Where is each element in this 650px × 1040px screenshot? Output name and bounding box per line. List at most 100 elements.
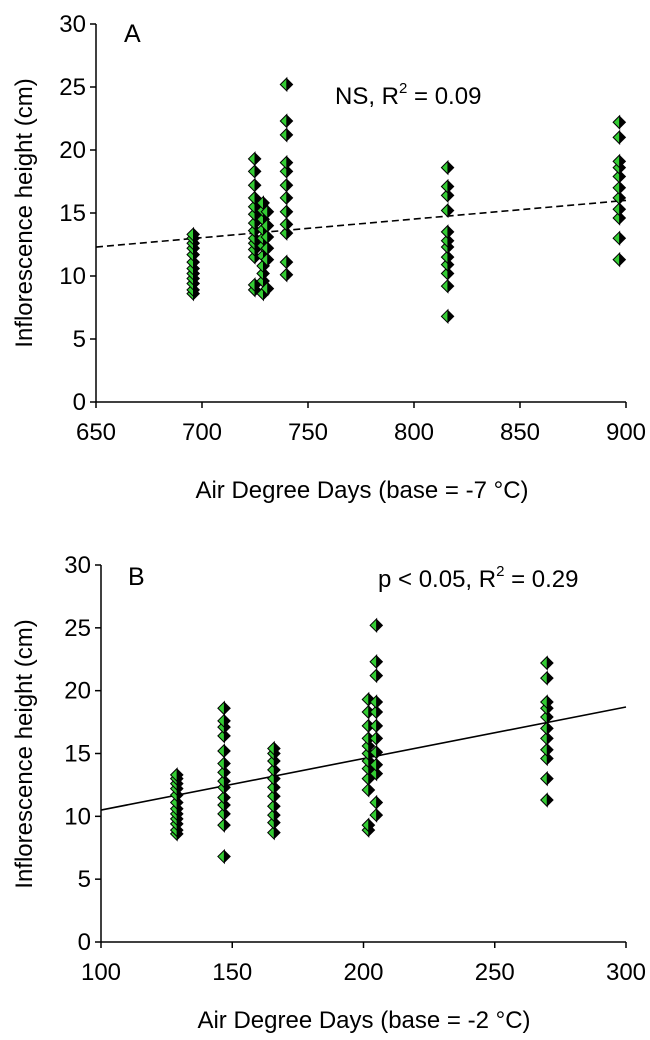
data-point-right-half xyxy=(224,729,231,743)
data-point-left-half xyxy=(217,713,225,729)
data-point xyxy=(217,755,231,772)
y-tick-label-a: 0 xyxy=(73,389,86,416)
data-point-right-half xyxy=(619,231,627,245)
x-tick-label-a: 650 xyxy=(76,419,116,446)
trendline-b xyxy=(100,706,627,811)
data-point-right-half xyxy=(274,780,281,794)
data-point-left-half xyxy=(361,782,370,798)
data-point-right-half xyxy=(547,721,554,735)
data-point-right-half xyxy=(224,701,231,715)
y-tick-label-a: 10 xyxy=(59,263,86,290)
data-point xyxy=(369,794,384,811)
data-point-right-half xyxy=(547,671,554,685)
data-point-right-half xyxy=(286,164,294,178)
data-point-right-half xyxy=(224,765,231,779)
data-point xyxy=(256,195,270,211)
data-point-left-half xyxy=(369,654,378,670)
data-point-right-half xyxy=(274,772,281,786)
x-tick-label-b: 250 xyxy=(475,959,515,986)
data-point-left-half xyxy=(279,267,288,283)
data-point-left-half xyxy=(369,718,378,734)
data-point-right-half xyxy=(255,278,262,292)
data-point xyxy=(279,267,294,283)
panel-label-a: A xyxy=(124,20,141,48)
data-point-right-half xyxy=(255,164,262,178)
data-point xyxy=(361,770,376,787)
y-tick-label-b: 20 xyxy=(64,678,91,705)
data-point xyxy=(260,229,275,245)
data-point xyxy=(540,792,554,808)
data-point-right-half xyxy=(547,656,554,670)
axes-a xyxy=(95,24,626,403)
data-point-left-half xyxy=(612,153,621,170)
data-point-right-half xyxy=(619,154,627,168)
data-point-left-half xyxy=(247,277,256,293)
data-point xyxy=(612,201,627,217)
data-point-left-half xyxy=(279,254,288,270)
data-point-left-half xyxy=(361,770,370,787)
x-axis-title-a: Air Degree Days (base = -7 °C) xyxy=(195,477,528,504)
data-point xyxy=(612,190,627,206)
trendline-a xyxy=(95,199,627,248)
y-tick-label-b: 10 xyxy=(64,803,91,830)
data-point-right-half xyxy=(286,217,294,231)
data-point-right-half xyxy=(193,227,201,241)
data-point xyxy=(440,249,455,265)
data-point-left-half xyxy=(279,113,288,129)
data-point-left-half xyxy=(256,285,264,302)
data-point-left-half xyxy=(612,230,621,246)
data-point xyxy=(369,667,384,684)
data-point-left-half xyxy=(369,744,378,760)
stat-annotation-b: p < 0.05, R2 = 0.29 xyxy=(378,563,578,593)
data-point-right-half xyxy=(224,818,231,832)
data-point-left-half xyxy=(369,730,378,747)
data-point-right-half xyxy=(447,161,455,175)
data-point-right-half xyxy=(267,282,275,296)
data-point-right-half xyxy=(547,731,554,745)
data-point-right-half xyxy=(619,191,627,205)
data-point-left-half xyxy=(612,251,621,268)
data-point xyxy=(279,177,294,193)
data-point-right-half xyxy=(255,178,262,192)
data-point-right-half xyxy=(619,211,627,225)
data-point-right-half xyxy=(447,279,455,293)
data-point xyxy=(247,177,262,193)
data-point xyxy=(369,654,384,670)
data-point-right-half xyxy=(376,808,384,822)
data-point-right-half xyxy=(547,743,554,757)
data-point-left-half xyxy=(361,730,370,747)
data-point xyxy=(369,744,384,760)
data-point-left-half xyxy=(279,204,288,220)
data-point-left-half xyxy=(440,202,449,219)
data-point-right-half xyxy=(224,790,231,804)
data-point xyxy=(540,720,554,737)
data-point-left-half xyxy=(612,201,621,217)
data-point-left-half xyxy=(612,129,621,146)
data-point xyxy=(440,159,455,176)
data-point xyxy=(612,251,627,268)
data-point-right-half xyxy=(547,772,554,786)
data-point-left-half xyxy=(217,817,225,833)
data-point-right-half xyxy=(224,714,231,728)
data-point-right-half xyxy=(368,818,376,832)
data-point-left-half xyxy=(361,718,370,734)
data-point-left-half xyxy=(440,224,449,240)
data-point-left-half xyxy=(260,204,269,220)
data-point-left-half xyxy=(540,720,548,737)
data-point-left-half xyxy=(217,789,225,806)
data-point xyxy=(260,204,275,220)
x-tick-label-a: 850 xyxy=(500,419,540,446)
data-point xyxy=(369,694,384,710)
data-point xyxy=(267,798,281,814)
data-point-right-half xyxy=(224,774,231,788)
data-point xyxy=(369,757,384,773)
data-point xyxy=(369,617,384,634)
data-point xyxy=(217,700,231,716)
data-point xyxy=(612,114,627,130)
data-point-right-half xyxy=(447,225,455,239)
data-point xyxy=(612,153,627,170)
data-point-right-half xyxy=(376,669,384,683)
data-point-right-half xyxy=(447,203,455,217)
data-point-left-half xyxy=(217,700,225,716)
